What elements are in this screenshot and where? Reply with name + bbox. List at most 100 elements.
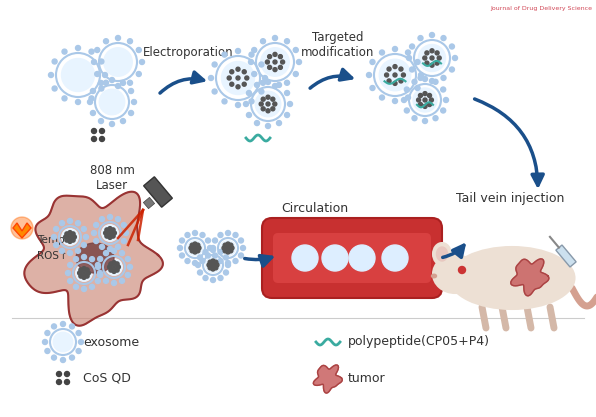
Circle shape (178, 246, 182, 251)
Circle shape (82, 226, 86, 231)
Circle shape (281, 60, 285, 64)
Circle shape (223, 249, 227, 253)
Circle shape (404, 87, 409, 92)
Circle shape (122, 239, 126, 244)
Circle shape (435, 51, 439, 55)
Circle shape (95, 262, 100, 267)
Polygon shape (144, 197, 154, 208)
Circle shape (211, 259, 215, 263)
Circle shape (284, 80, 290, 85)
Circle shape (209, 75, 213, 80)
Circle shape (193, 246, 197, 250)
Circle shape (224, 270, 228, 275)
Circle shape (425, 51, 429, 55)
Circle shape (213, 253, 218, 258)
Circle shape (210, 246, 216, 251)
Circle shape (259, 89, 264, 94)
Circle shape (225, 261, 231, 266)
Circle shape (206, 238, 210, 243)
Circle shape (218, 276, 223, 281)
Circle shape (412, 116, 417, 121)
Circle shape (293, 71, 298, 76)
Circle shape (196, 243, 200, 247)
Circle shape (380, 50, 384, 55)
Circle shape (125, 256, 131, 261)
Circle shape (247, 113, 252, 118)
Circle shape (221, 241, 235, 256)
Circle shape (200, 233, 205, 238)
Circle shape (405, 95, 411, 100)
Circle shape (68, 231, 72, 235)
Circle shape (128, 80, 132, 85)
Circle shape (222, 52, 227, 57)
Circle shape (266, 109, 270, 113)
Circle shape (271, 97, 275, 101)
Circle shape (82, 243, 86, 248)
Circle shape (236, 85, 240, 89)
Circle shape (225, 231, 231, 236)
Circle shape (249, 99, 254, 104)
Circle shape (72, 235, 76, 239)
Circle shape (252, 71, 257, 76)
Circle shape (197, 255, 203, 260)
Circle shape (95, 279, 100, 284)
Circle shape (42, 339, 48, 344)
Circle shape (406, 55, 411, 60)
Circle shape (272, 35, 278, 40)
Circle shape (65, 238, 69, 242)
Circle shape (211, 263, 215, 267)
Circle shape (236, 67, 240, 71)
Circle shape (188, 241, 203, 256)
Circle shape (415, 60, 420, 65)
Circle shape (51, 355, 57, 360)
Circle shape (418, 103, 423, 106)
Ellipse shape (433, 243, 451, 265)
Circle shape (242, 82, 246, 86)
Circle shape (223, 243, 227, 247)
Circle shape (120, 118, 126, 123)
Text: Journal of Drug Delivery Science: Journal of Drug Delivery Science (490, 6, 592, 11)
Circle shape (99, 86, 104, 91)
Circle shape (235, 103, 241, 108)
Circle shape (254, 83, 259, 88)
Circle shape (45, 349, 50, 354)
Circle shape (82, 266, 86, 271)
Circle shape (367, 73, 371, 78)
Circle shape (94, 223, 99, 228)
Circle shape (233, 259, 238, 264)
Circle shape (112, 261, 116, 265)
Circle shape (208, 266, 212, 270)
Circle shape (193, 250, 197, 254)
Circle shape (73, 284, 79, 289)
Circle shape (115, 268, 119, 272)
Circle shape (433, 116, 438, 121)
Circle shape (272, 83, 278, 88)
Circle shape (98, 271, 103, 276)
Polygon shape (13, 223, 31, 238)
Circle shape (238, 253, 244, 258)
Circle shape (48, 73, 54, 78)
Circle shape (277, 121, 281, 126)
Text: ROS↑: ROS↑ (37, 251, 68, 261)
Circle shape (218, 233, 223, 238)
Circle shape (393, 98, 398, 103)
Circle shape (76, 249, 80, 254)
Circle shape (111, 249, 116, 254)
Circle shape (222, 99, 227, 104)
Circle shape (91, 111, 95, 116)
Circle shape (430, 78, 434, 83)
Circle shape (268, 65, 272, 69)
Circle shape (249, 60, 253, 65)
Circle shape (65, 232, 69, 236)
Circle shape (284, 39, 290, 44)
Circle shape (88, 100, 92, 105)
Circle shape (57, 372, 61, 377)
Circle shape (128, 264, 132, 269)
Circle shape (109, 268, 113, 272)
Circle shape (100, 244, 104, 249)
Circle shape (287, 101, 293, 106)
Circle shape (76, 265, 92, 281)
Circle shape (83, 234, 88, 239)
Circle shape (104, 279, 108, 284)
Circle shape (413, 88, 437, 112)
